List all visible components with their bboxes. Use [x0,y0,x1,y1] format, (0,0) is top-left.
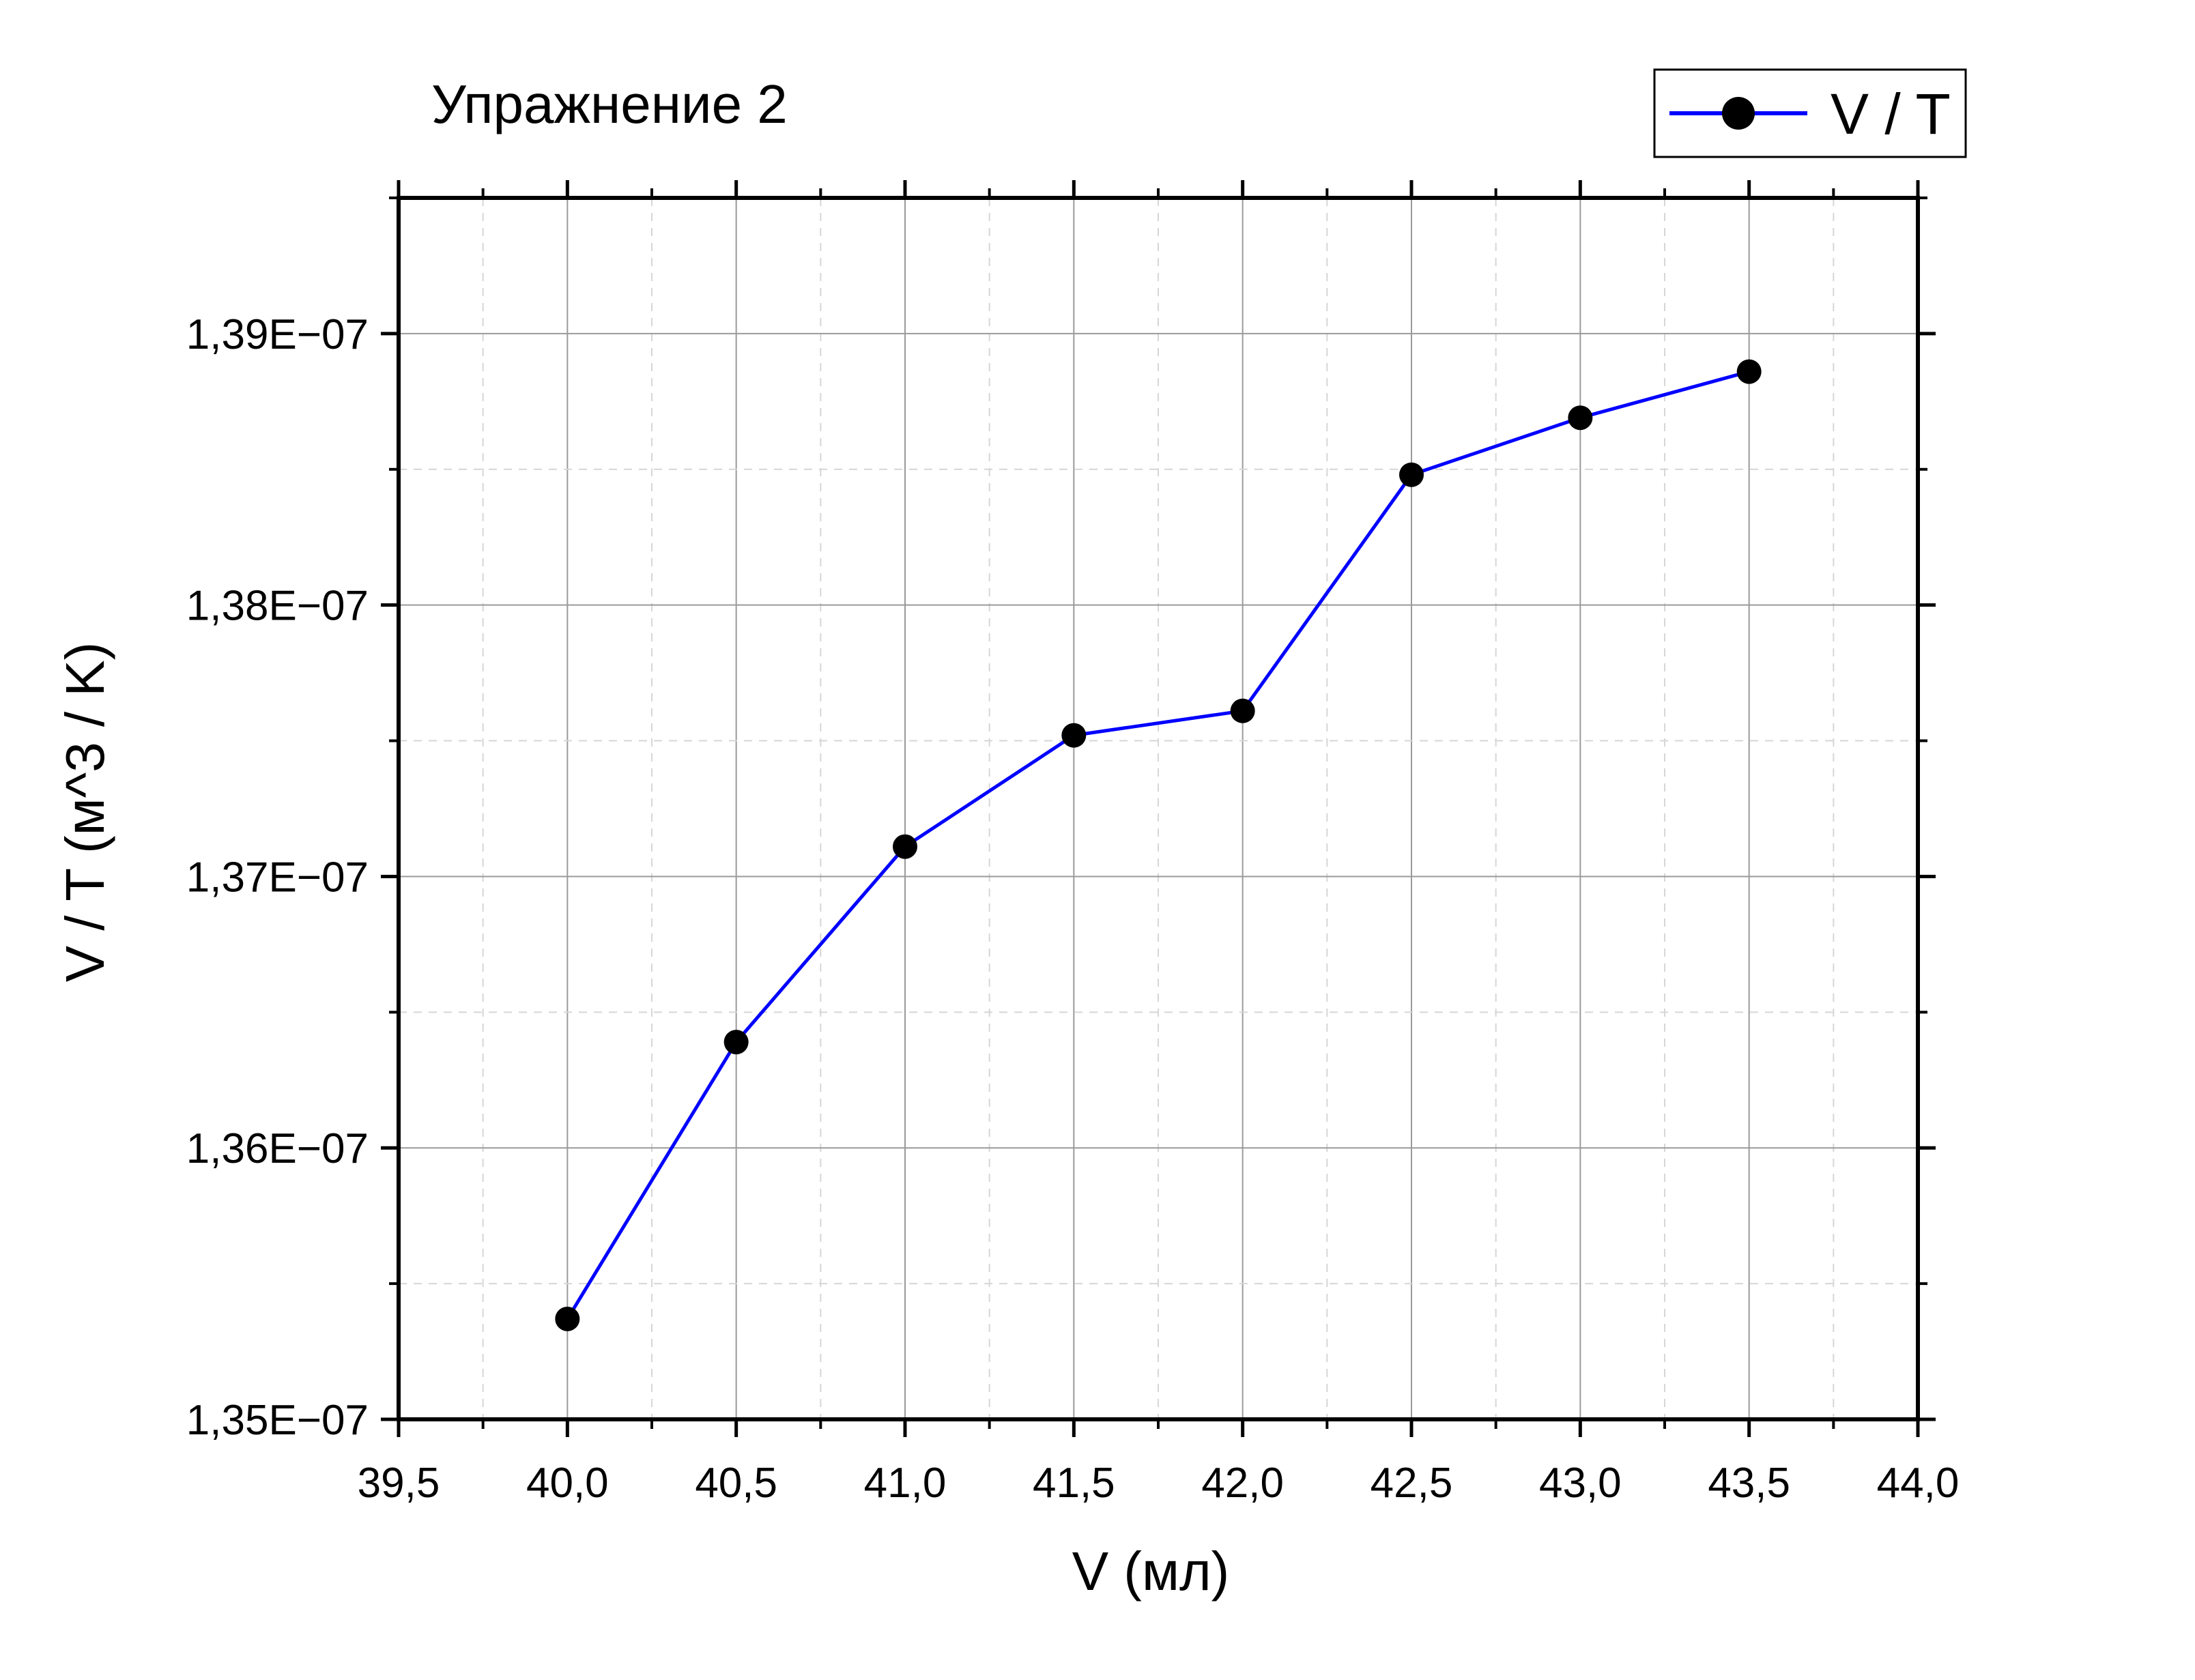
legend-marker [1722,97,1755,130]
x-tick-label: 42,0 [1201,1460,1284,1507]
data-point [1568,405,1593,431]
data-point [1399,462,1424,487]
data-point [555,1306,580,1331]
x-tick-label: 39,5 [358,1460,440,1507]
x-tick-label: 40,0 [526,1460,609,1507]
grid [399,197,1918,1419]
y-tick-label: 1,36E−07 [186,1125,369,1172]
x-tick-label: 41,0 [864,1460,947,1507]
x-tick-label: 42,5 [1371,1460,1453,1507]
y-tick-label: 1,37E−07 [186,854,369,901]
data-point [1736,359,1762,384]
data-point [723,1030,749,1055]
x-tick-label: 41,5 [1033,1460,1115,1507]
tick-labels: 39,5 40,0 40,5 41,0 41,5 42,0 42,5 43,0 43,5 44,0… [186,311,1960,1507]
x-tick-label: 40,5 [695,1460,777,1507]
data-point [893,834,917,859]
x-tick-label: 43,0 [1539,1460,1622,1507]
y-axis-title: V / T (м^3 / K) [55,642,115,983]
x-tick-label: 44,0 [1877,1460,1960,1507]
series-line [566,370,1750,1320]
y-tick-label: 1,38E−07 [186,583,369,630]
y-tick-label: 1,35E−07 [186,1397,369,1444]
legend-label: V / T [1831,82,1951,146]
ticks [381,180,1936,1437]
legend: V / T [1653,68,1967,158]
y-tick-label: 1,39E−07 [186,311,369,358]
x-axis-title: V (мл) [1072,1541,1230,1602]
data-point [1230,698,1255,723]
x-tick-label: 43,5 [1708,1460,1790,1507]
chart-title: Упражнение 2 [431,74,788,134]
plot-frame [397,196,1920,1421]
data-point [1061,723,1087,748]
series [555,359,1762,1331]
